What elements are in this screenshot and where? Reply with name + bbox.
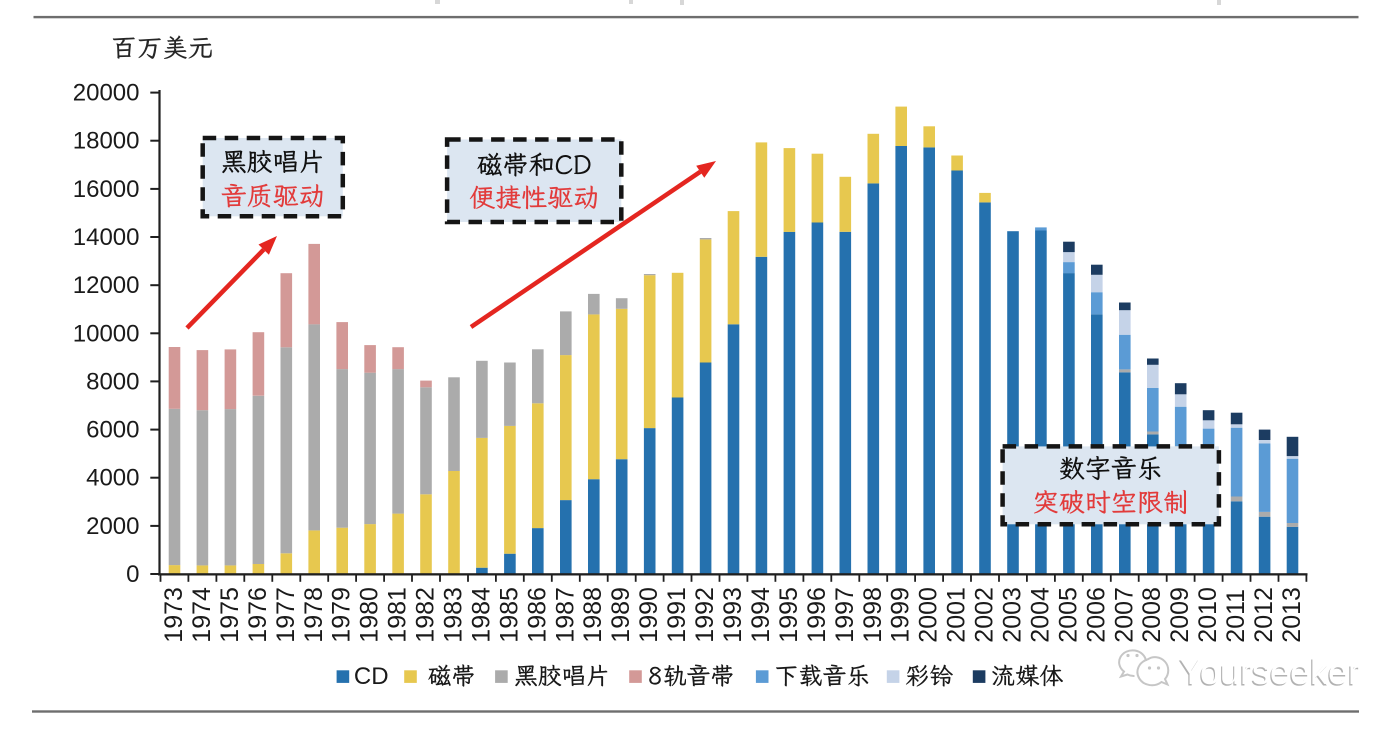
svg-text:1980: 1980 bbox=[356, 587, 384, 643]
svg-text:1976: 1976 bbox=[244, 587, 272, 643]
svg-text:2000: 2000 bbox=[915, 587, 943, 643]
svg-text:1985: 1985 bbox=[495, 587, 523, 643]
svg-text:1989: 1989 bbox=[607, 587, 635, 643]
svg-text:18000: 18000 bbox=[73, 128, 140, 155]
svg-text:1999: 1999 bbox=[887, 587, 915, 643]
svg-text:2007: 2007 bbox=[1110, 587, 1138, 643]
svg-text:1977: 1977 bbox=[272, 587, 300, 643]
svg-text:2013: 2013 bbox=[1278, 587, 1306, 643]
svg-text:1973: 1973 bbox=[160, 587, 188, 643]
svg-text:2002: 2002 bbox=[971, 587, 999, 643]
svg-text:14000: 14000 bbox=[73, 224, 140, 251]
svg-text:1974: 1974 bbox=[188, 587, 216, 643]
svg-text:0: 0 bbox=[126, 561, 139, 588]
svg-text:1995: 1995 bbox=[775, 587, 803, 643]
svg-text:1993: 1993 bbox=[719, 587, 747, 643]
svg-text:2010: 2010 bbox=[1194, 587, 1222, 643]
svg-text:6000: 6000 bbox=[86, 417, 139, 444]
svg-text:1994: 1994 bbox=[747, 587, 775, 643]
svg-text:1992: 1992 bbox=[691, 587, 719, 643]
svg-text:4000: 4000 bbox=[86, 465, 139, 492]
svg-text:1996: 1996 bbox=[803, 587, 831, 643]
svg-text:Yourseeker: Yourseeker bbox=[1178, 653, 1359, 694]
svg-text:1979: 1979 bbox=[328, 587, 356, 643]
svg-text:12000: 12000 bbox=[73, 272, 140, 299]
svg-text:1982: 1982 bbox=[412, 587, 440, 643]
svg-text:1987: 1987 bbox=[551, 587, 579, 643]
svg-text:2000: 2000 bbox=[86, 513, 139, 540]
svg-text:2004: 2004 bbox=[1026, 587, 1054, 643]
svg-text:1978: 1978 bbox=[300, 587, 328, 643]
svg-text:2011: 2011 bbox=[1222, 589, 1250, 643]
svg-text:2005: 2005 bbox=[1054, 587, 1082, 643]
svg-text:1986: 1986 bbox=[523, 587, 551, 643]
svg-text:2006: 2006 bbox=[1082, 587, 1110, 643]
svg-text:8000: 8000 bbox=[86, 368, 139, 395]
svg-text:2009: 2009 bbox=[1166, 587, 1194, 643]
svg-text:1981: 1981 bbox=[384, 587, 412, 643]
svg-text:16000: 16000 bbox=[73, 176, 140, 203]
svg-text:1975: 1975 bbox=[216, 587, 244, 643]
svg-text:1984: 1984 bbox=[467, 587, 495, 643]
svg-text:20000: 20000 bbox=[73, 80, 140, 107]
svg-text:CD: CD bbox=[354, 663, 389, 690]
svg-text:2012: 2012 bbox=[1250, 587, 1278, 643]
svg-text:2001: 2001 bbox=[943, 587, 971, 643]
svg-text:1997: 1997 bbox=[831, 587, 859, 643]
svg-text:2008: 2008 bbox=[1138, 587, 1166, 643]
svg-text:10000: 10000 bbox=[73, 320, 140, 347]
svg-text:1983: 1983 bbox=[440, 587, 468, 643]
svg-text:1998: 1998 bbox=[859, 587, 887, 643]
svg-text:Yourseeker: Yourseeker bbox=[1179, 651, 1360, 692]
svg-text:1988: 1988 bbox=[579, 587, 607, 643]
svg-text:1991: 1991 bbox=[663, 587, 691, 643]
svg-text:2003: 2003 bbox=[999, 587, 1027, 643]
svg-text:1990: 1990 bbox=[635, 587, 663, 643]
